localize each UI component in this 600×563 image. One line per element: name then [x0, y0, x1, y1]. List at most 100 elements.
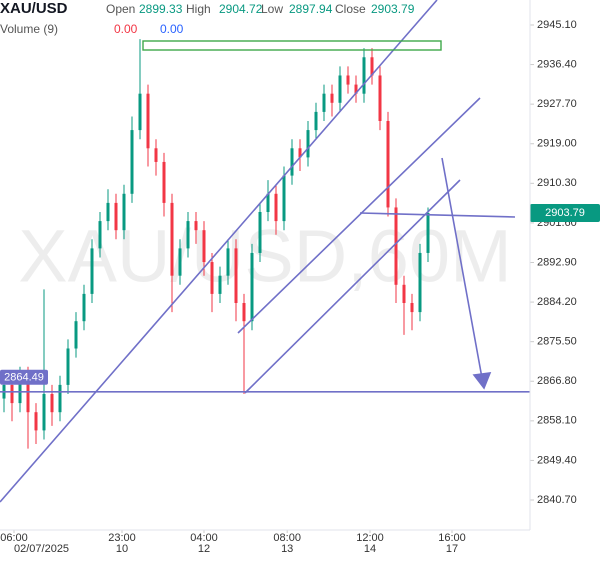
candle-body — [210, 262, 214, 294]
candle-body — [186, 221, 190, 249]
candle-body — [50, 393, 54, 413]
arrow-head — [472, 372, 492, 390]
candle-body — [378, 75, 382, 121]
y-tick-label: 2910.30 — [537, 177, 577, 189]
legend-value: 2904.72 — [219, 2, 263, 16]
x-tick-label: 04:00 — [190, 532, 218, 544]
x-tick-label: 23:00 — [108, 532, 136, 544]
candle-body — [82, 293, 86, 322]
legend-label: High — [186, 2, 211, 16]
x-date-label: 12 — [198, 543, 210, 555]
y-tick-label: 2945.10 — [537, 19, 577, 31]
candle-body — [98, 221, 102, 249]
candle-body — [130, 130, 134, 194]
x-tick-label: 08:00 — [273, 532, 301, 544]
candle-body — [426, 212, 430, 253]
candle-body — [234, 248, 238, 303]
candle-body — [194, 221, 198, 231]
volume-label: Volume (9) — [0, 22, 58, 36]
candle-body — [114, 202, 118, 231]
candle-body — [330, 93, 334, 103]
price-badge — [530, 203, 600, 222]
candle-body — [250, 252, 254, 322]
y-tick-label: 2858.10 — [537, 415, 577, 427]
candle-body — [90, 248, 94, 294]
candle-body — [402, 284, 406, 303]
x-date-label: 10 — [116, 543, 128, 555]
candle-body — [26, 375, 30, 413]
candle-body — [58, 384, 62, 413]
level-badge-label: 2864.49 — [4, 372, 44, 384]
candle-body — [258, 211, 262, 253]
candle-body — [74, 321, 78, 349]
zone-box — [142, 40, 442, 51]
arrow-line — [441, 157, 483, 379]
candle-body — [314, 111, 318, 131]
x-date-label: 13 — [281, 543, 293, 555]
y-tick-label: 2892.90 — [537, 256, 577, 268]
trend-line — [244, 179, 461, 394]
candle-body — [274, 193, 278, 222]
candle-body — [346, 75, 350, 85]
legend-label: Open — [106, 2, 135, 16]
legend-value: 2897.94 — [289, 2, 333, 16]
candle-body — [322, 93, 326, 112]
y-tick-label: 2849.40 — [537, 454, 577, 466]
candle-body — [266, 193, 270, 212]
x-tick-label: 16:00 — [438, 532, 466, 544]
x-date-label: 17 — [446, 543, 458, 555]
candle-body — [202, 230, 206, 263]
trend-line — [0, 0, 438, 503]
y-tick-label: 2884.20 — [537, 296, 577, 308]
candle-body — [410, 302, 414, 313]
legend-value: 2899.33 — [139, 2, 183, 16]
volume-value: 0.00 — [114, 22, 138, 36]
candle-body — [370, 57, 374, 76]
candle-body — [146, 93, 150, 149]
candle-body — [290, 148, 294, 176]
candle-body — [154, 148, 158, 162]
x-tick-label: 12:00 — [356, 532, 384, 544]
candle-body — [162, 161, 166, 203]
legend-label: Close — [335, 2, 366, 16]
symbol-title: XAU/USD — [0, 0, 68, 17]
y-tick-label: 2927.70 — [537, 98, 577, 110]
y-tick-label: 2919.00 — [537, 138, 577, 150]
volume-value: 0.00 — [160, 22, 184, 36]
drawings — [0, 0, 516, 503]
candle-body — [394, 207, 398, 285]
trend-line — [237, 97, 481, 334]
candle-body — [10, 384, 14, 404]
candle-body — [66, 348, 70, 385]
candle-body — [226, 248, 230, 276]
x-date-label: 14 — [364, 543, 376, 555]
candle-body — [138, 93, 142, 131]
y-tick-label: 2875.50 — [537, 336, 577, 348]
candle-body — [418, 252, 422, 313]
legend-label: Low — [261, 2, 283, 16]
candle-body — [122, 193, 126, 231]
candle-body — [282, 175, 286, 222]
level-badge — [0, 369, 48, 385]
candle-body — [306, 130, 310, 158]
candle-body — [178, 248, 182, 276]
candle-body — [170, 202, 174, 276]
y-tick-label: 2866.80 — [537, 375, 577, 387]
candle-body — [218, 275, 222, 294]
trend-line — [359, 212, 516, 218]
candle-body — [18, 375, 22, 404]
candle-body — [338, 75, 342, 103]
candle-body — [362, 57, 366, 94]
candle-body — [242, 302, 246, 322]
candle-body — [386, 120, 390, 208]
candle-body — [42, 393, 46, 431]
price-badge-label: 2903.79 — [545, 207, 585, 219]
y-tick-label: 2936.40 — [537, 58, 577, 70]
legend-value: 2903.79 — [371, 2, 415, 16]
candle-body — [106, 202, 110, 222]
candle-body — [354, 84, 358, 94]
x-tick-label: 06:00 — [0, 532, 28, 544]
x-date-label: 02/07/2025 — [14, 543, 69, 555]
